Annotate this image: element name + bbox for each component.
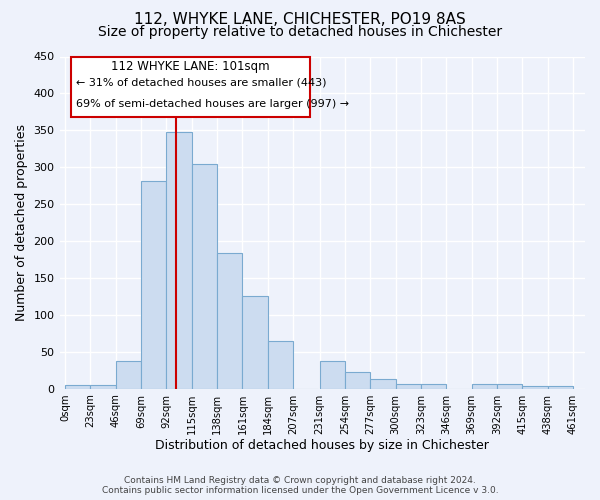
Text: 69% of semi-detached houses are larger (997) →: 69% of semi-detached houses are larger (… [76,98,349,108]
Bar [472,384,497,388]
Bar [395,384,421,388]
Bar [242,296,268,388]
Text: ← 31% of detached houses are smaller (443): ← 31% of detached houses are smaller (44… [76,78,326,88]
Bar [268,340,293,388]
Text: Size of property relative to detached houses in Chichester: Size of property relative to detached ho… [98,25,502,39]
Text: 112 WHYKE LANE: 101sqm: 112 WHYKE LANE: 101sqm [111,60,269,73]
Bar [65,385,91,388]
Bar [522,386,548,388]
Text: Contains public sector information licensed under the Open Government Licence v : Contains public sector information licen… [101,486,499,495]
X-axis label: Distribution of detached houses by size in Chichester: Distribution of detached houses by size … [155,440,489,452]
Bar [421,384,446,388]
Bar [345,372,370,388]
Bar [548,386,573,388]
Bar [320,360,345,388]
Bar [166,132,192,388]
Bar [141,182,166,388]
FancyBboxPatch shape [71,56,310,117]
Bar [370,379,395,388]
Bar [91,385,116,388]
Text: 112, WHYKE LANE, CHICHESTER, PO19 8AS: 112, WHYKE LANE, CHICHESTER, PO19 8AS [134,12,466,28]
Bar [217,253,242,388]
Bar [192,164,217,388]
Bar [497,384,522,388]
Bar [116,362,141,388]
Text: Contains HM Land Registry data © Crown copyright and database right 2024.: Contains HM Land Registry data © Crown c… [124,476,476,485]
Y-axis label: Number of detached properties: Number of detached properties [15,124,28,321]
